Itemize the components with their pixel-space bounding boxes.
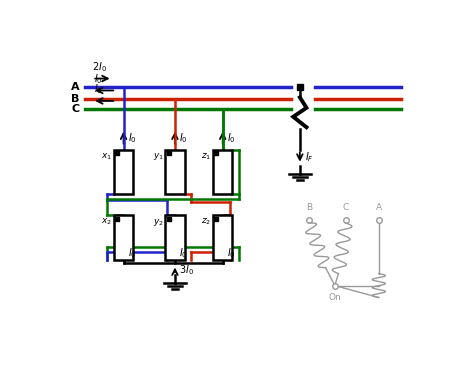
Bar [165,215,184,260]
Text: $I_0$: $I_0$ [128,131,137,145]
Text: $y_1$: $y_1$ [153,151,164,162]
Text: A: A [71,82,80,92]
Text: $3I_0$: $3I_0$ [179,263,194,277]
Text: C: C [71,104,80,114]
Text: $x_2$: $x_2$ [101,217,112,227]
Text: $x_1$: $x_1$ [101,151,112,162]
Text: A: A [376,203,382,212]
Bar [213,150,232,194]
Bar [114,150,133,194]
Text: $I_0$: $I_0$ [227,131,236,145]
Bar [165,150,184,194]
Text: On: On [328,293,341,302]
Text: $I_0$: $I_0$ [94,72,103,86]
Text: $2I_0$: $2I_0$ [92,60,107,74]
Text: $z_1$: $z_1$ [201,151,211,162]
Bar [114,215,133,260]
Bar [213,215,232,260]
Text: B: B [71,94,80,104]
Text: $I_0$: $I_0$ [94,82,103,96]
Text: $y_2$: $y_2$ [153,217,164,228]
Text: $I_F$: $I_F$ [305,150,314,164]
Text: $I_0$: $I_0$ [179,131,188,145]
Text: $I_0$: $I_0$ [128,246,137,260]
Text: B: B [306,203,312,212]
Text: $z_2$: $z_2$ [201,217,211,227]
Text: C: C [343,203,349,212]
Text: $I_0$: $I_0$ [179,246,188,260]
Text: $I_0$: $I_0$ [227,246,236,260]
